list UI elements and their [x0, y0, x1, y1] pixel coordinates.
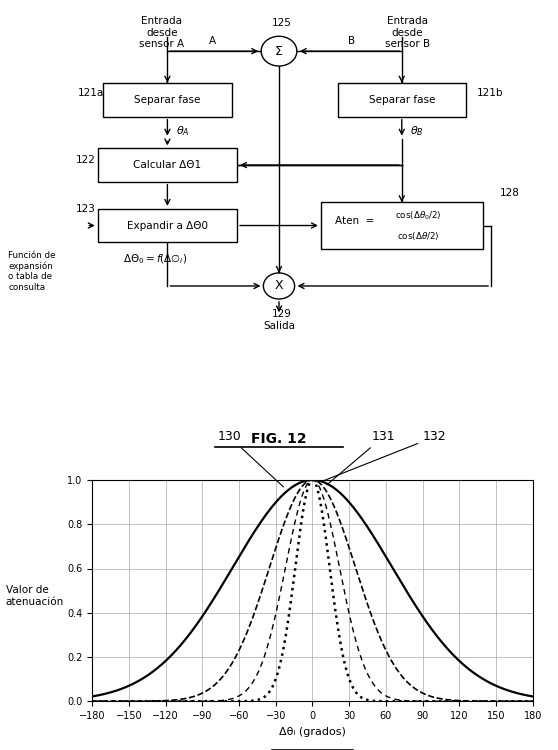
Text: Entrada
desde
sensor B: Entrada desde sensor B: [385, 16, 430, 50]
Text: A: A: [209, 35, 215, 46]
Text: Expandir a ΔΘ0: Expandir a ΔΘ0: [127, 220, 208, 230]
Text: Salida: Salida: [263, 321, 295, 331]
Text: Aten  =: Aten =: [335, 216, 374, 226]
Text: $\cos(\Delta\theta_0/2)$: $\cos(\Delta\theta_0/2)$: [395, 209, 442, 221]
Text: $\theta_A$: $\theta_A$: [176, 124, 189, 139]
Text: 123: 123: [75, 204, 95, 214]
FancyBboxPatch shape: [98, 209, 237, 242]
Text: $\theta_B$: $\theta_B$: [410, 124, 424, 139]
Text: 128: 128: [499, 188, 519, 198]
FancyBboxPatch shape: [103, 83, 232, 117]
FancyBboxPatch shape: [321, 202, 483, 249]
Text: Entrada
desde
sensor A: Entrada desde sensor A: [140, 16, 184, 50]
Text: $\Delta\Theta_0 = f(\Delta\varnothing_i)$: $\Delta\Theta_0 = f(\Delta\varnothing_i)…: [123, 252, 187, 266]
Circle shape: [263, 273, 295, 299]
Text: $\cos(\Delta\theta/2)$: $\cos(\Delta\theta/2)$: [397, 230, 440, 242]
Text: 132: 132: [323, 430, 447, 482]
Circle shape: [261, 36, 297, 66]
Text: FIG. 12: FIG. 12: [251, 433, 307, 446]
Text: 130: 130: [217, 430, 283, 487]
Text: Separar fase: Separar fase: [134, 95, 200, 105]
Text: Σ: Σ: [275, 45, 283, 58]
X-axis label: Δθᵢ (grados): Δθᵢ (grados): [279, 727, 346, 736]
Text: X: X: [275, 280, 283, 292]
Text: B: B: [348, 35, 355, 46]
FancyBboxPatch shape: [98, 148, 237, 182]
Text: Función de
expansión
o tabla de
consulta: Función de expansión o tabla de consulta: [8, 251, 56, 292]
Text: Calcular ΔΘ1: Calcular ΔΘ1: [133, 160, 201, 170]
FancyBboxPatch shape: [338, 83, 466, 117]
Text: 129: 129: [272, 309, 292, 320]
Text: 122: 122: [75, 155, 95, 166]
Text: 121b: 121b: [477, 88, 503, 98]
Text: 131: 131: [327, 430, 395, 484]
Text: Separar fase: Separar fase: [369, 95, 435, 105]
Text: 125: 125: [272, 18, 292, 28]
Text: Valor de
atenuación: Valor de atenuación: [6, 586, 64, 607]
Text: 121a: 121a: [78, 88, 104, 98]
